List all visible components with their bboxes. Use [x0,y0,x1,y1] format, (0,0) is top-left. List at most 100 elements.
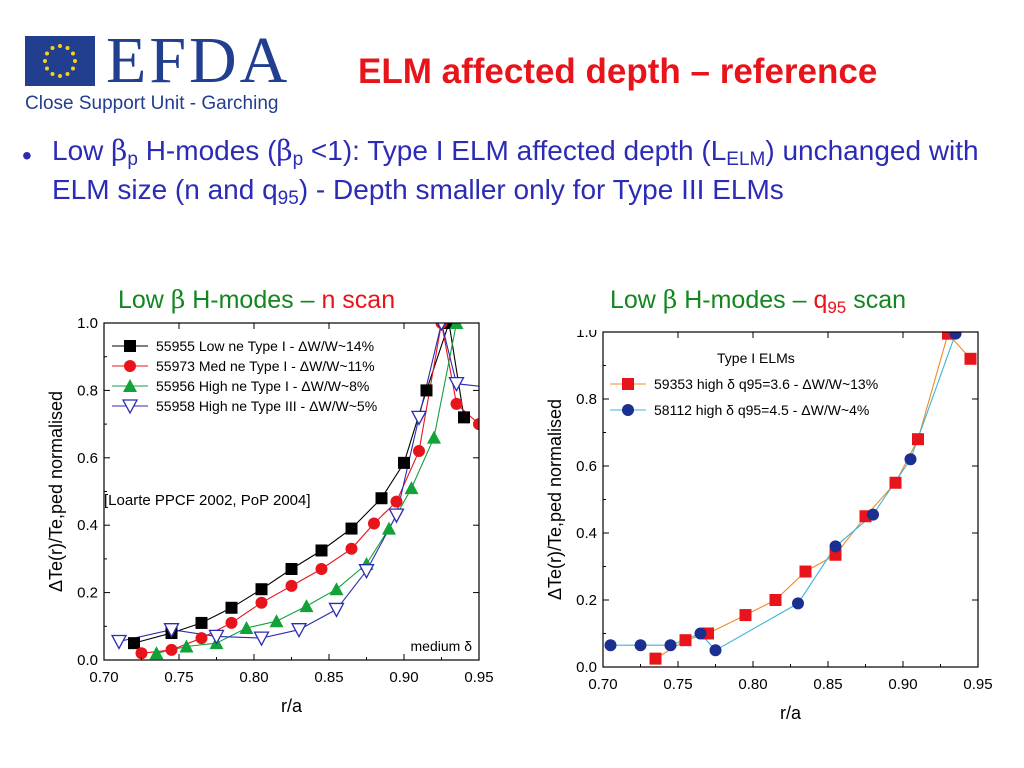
chart-title-part: Low [118,286,171,314]
data-point [449,323,464,329]
data-point [634,639,647,652]
data-point [135,647,148,660]
data-point [345,542,358,555]
y-tick-label: 1.0 [77,315,98,332]
data-point [450,397,463,410]
data-point [358,564,375,580]
data-point [368,517,380,530]
bullet-part: <1): Type I ELM affected depth (L [303,135,727,166]
y-tick-label: 0.4 [576,525,597,542]
data-point [604,639,617,652]
citation-annotation: [Loarte PPCF 2002, PoP 2004] [104,492,311,509]
bullet-part: ) unchanged with ELM size (n and q [52,135,979,205]
bullet-part: ) - Depth smaller only for Type III ELMs [298,174,784,205]
data-point [679,634,692,647]
subscript-p: p [292,149,304,170]
chart-title-highlight: n scan [321,286,396,314]
data-point [255,596,268,609]
data-point [269,614,284,628]
data-point [649,652,662,665]
data-point [328,602,345,618]
data-point [799,565,812,578]
right-chart-title: Low β H-modes – q95 scan [610,285,907,317]
data-point [867,508,879,521]
data-point [285,563,298,576]
data-point [413,445,425,458]
data-point [123,379,137,392]
data-point [285,579,298,592]
data-point [179,639,194,653]
data-point [329,582,344,596]
y-tick-label: 0.8 [77,382,98,399]
data-point [458,411,470,424]
data-point [124,360,136,372]
eu-star-icon [45,66,49,71]
data-point [398,456,410,469]
eu-star-icon [43,59,47,63]
x-tick-label: 0.70 [89,669,118,686]
data-point [345,522,358,535]
x-tick-label: 0.75 [164,669,193,686]
legend-entry: 59353 high δ q95=3.6 - ΔW/W~13% [654,376,878,392]
logo-subtitle: Close Support Unit - Garching [25,93,279,114]
chart-title-part: H-modes – [185,286,322,314]
data-point [110,634,128,650]
y-axis-label: ΔTe(r)/Te,ped normalised [545,399,565,600]
chart-title-part: scan [846,286,907,314]
data-point [443,323,455,329]
data-point [382,521,396,535]
y-axis-label: ΔTe(r)/Te,ped normalised [46,391,66,592]
subscript-elm: ELM [726,149,766,170]
left-chart-title: Low β H-modes – n scan [118,285,395,315]
x-tick-label: 0.85 [813,676,842,693]
eu-star-icon [50,72,55,76]
x-tick-label: 0.95 [464,669,493,686]
data-point [889,476,902,489]
data-point [128,637,140,650]
chart-title-subscript: 95 [827,298,847,317]
data-point [225,601,238,614]
data-point [290,623,308,639]
x-tick-label: 0.85 [314,669,343,686]
bullet-icon: • [22,140,32,171]
data-point [622,378,634,390]
corner-label: medium δ [411,638,473,654]
x-tick-label: 0.90 [888,676,917,693]
data-point [375,492,388,505]
series-line [118,323,479,643]
data-point [299,599,314,613]
data-point [121,399,139,415]
y-tick-label: 0.0 [77,652,98,669]
eu-star-icon [45,51,49,56]
data-point [315,563,328,576]
data-point [622,404,634,416]
legend-entry: 58112 high δ q95=4.5 - ΔW/W~4% [654,402,869,418]
data-point [829,540,842,553]
x-tick-label: 0.80 [738,676,767,693]
y-tick-label: 0.2 [77,585,98,602]
x-tick-label: 0.75 [663,676,692,693]
beta-symbol: β [662,285,678,314]
data-point [904,453,917,466]
data-point [315,544,328,557]
beta-symbol: β [111,134,128,167]
eu-stars-icon [43,44,77,78]
data-point [195,616,208,629]
legend-entry: 55956 High ne Type I - ΔW/W~8% [156,378,369,394]
legend-title: Type I ELMs [717,350,795,366]
y-tick-label: 0.2 [576,592,597,609]
data-point [165,643,178,656]
data-point [829,548,842,561]
data-point [410,410,428,426]
legend-entry: 55973 Med ne Type I - ΔW/W~11% [156,358,375,374]
data-point [478,380,479,382]
subscript-p: p [127,149,138,170]
eu-star-icon [58,44,62,48]
y-tick-label: 1.0 [576,330,597,341]
chart-title-highlight: q [813,286,828,314]
x-axis-label: r/a [780,703,802,723]
data-point [949,332,962,340]
data-point [390,495,403,508]
eu-star-icon [50,46,55,50]
chart-title-part: Low [610,286,663,314]
